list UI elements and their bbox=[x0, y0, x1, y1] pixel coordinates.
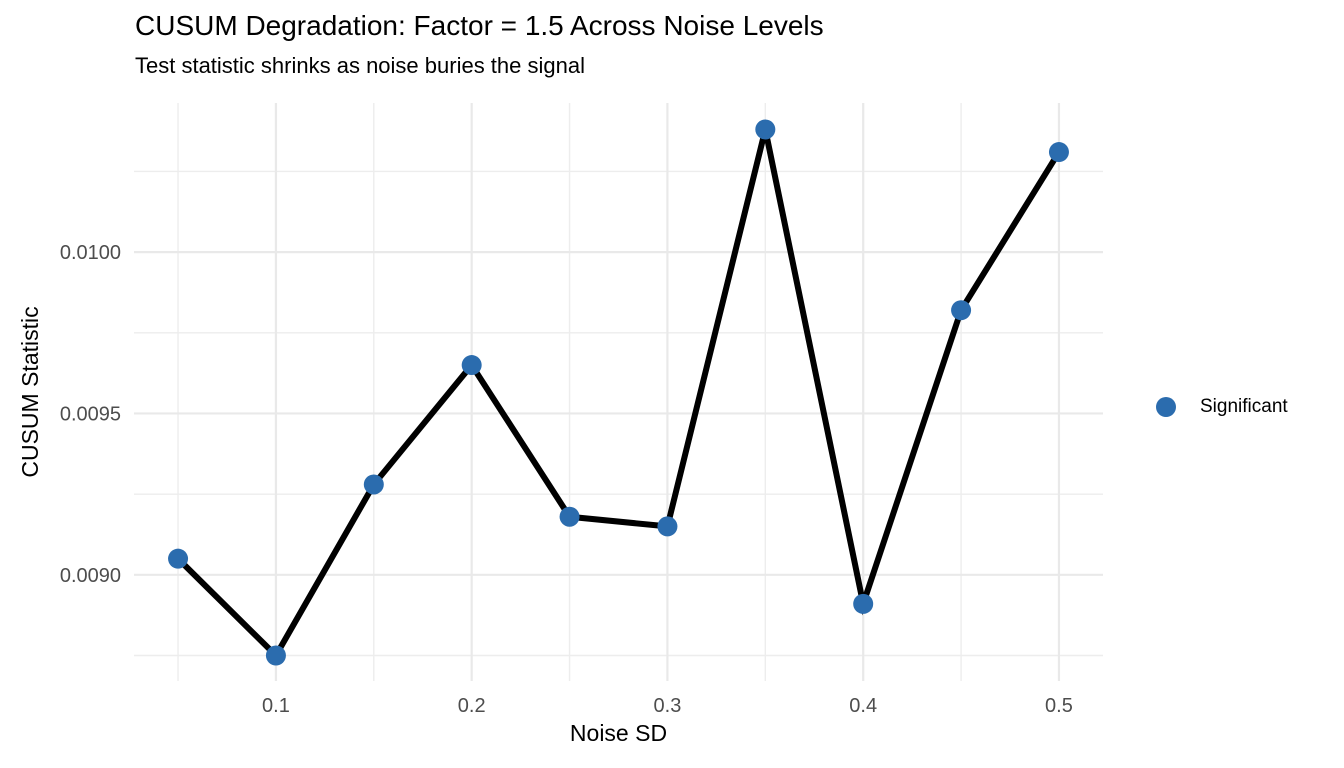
data-point bbox=[168, 548, 189, 569]
y-tick-label: 0.0090 bbox=[60, 565, 121, 587]
legend: Significant bbox=[1156, 396, 1288, 418]
x-tick-label: 0.2 bbox=[458, 695, 486, 717]
data-point bbox=[853, 593, 874, 614]
data-point bbox=[559, 506, 580, 527]
y-axis-title: CUSUM Statistic bbox=[17, 306, 43, 478]
y-tick-label: 0.0095 bbox=[60, 403, 121, 425]
data-point bbox=[461, 355, 482, 376]
data-point bbox=[265, 645, 286, 666]
x-tick-label: 0.5 bbox=[1045, 695, 1073, 717]
chart-title: CUSUM Degradation: Factor = 1.5 Across N… bbox=[135, 10, 824, 41]
legend-label: Significant bbox=[1200, 396, 1288, 417]
x-axis-title: Noise SD bbox=[569, 720, 668, 746]
data-line bbox=[175, 128, 1062, 661]
x-tick-label: 0.1 bbox=[262, 695, 290, 717]
data-point bbox=[363, 474, 384, 495]
data-point bbox=[951, 300, 972, 321]
data-point bbox=[657, 516, 678, 537]
data-point bbox=[755, 119, 776, 140]
chart-subtitle: Test statistic shrinks as noise buries t… bbox=[135, 53, 585, 78]
y-tick-label: 0.0100 bbox=[60, 242, 121, 264]
legend-point-icon bbox=[1156, 397, 1176, 417]
x-tick-label: 0.3 bbox=[654, 695, 682, 717]
data-point bbox=[1048, 142, 1069, 163]
x-tick-label: 0.4 bbox=[849, 695, 877, 717]
